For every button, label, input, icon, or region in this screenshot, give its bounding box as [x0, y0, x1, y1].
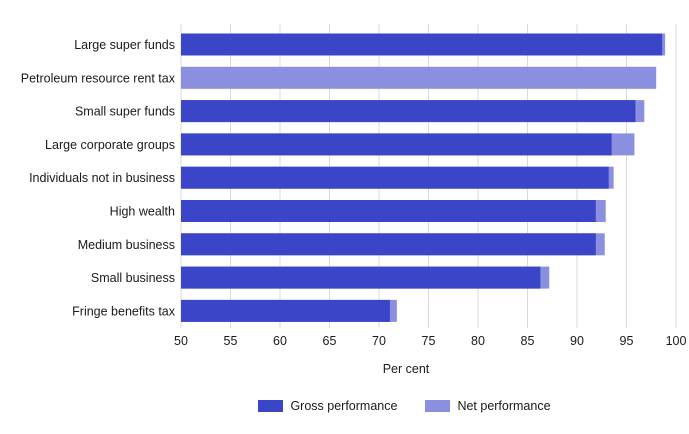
bar-gross-performance — [181, 266, 541, 289]
x-tick-label: 65 — [323, 334, 337, 348]
category-label: Medium business — [78, 238, 175, 252]
x-tick-label: 90 — [570, 334, 584, 348]
category-label: Fringe benefits tax — [72, 304, 176, 318]
legend-label-net: Net performance — [457, 399, 551, 413]
bar-gross-performance — [181, 100, 636, 123]
legend-label-gross: Gross performance — [290, 399, 398, 413]
x-tick-label: 75 — [422, 334, 436, 348]
x-tick-label: 70 — [372, 334, 386, 348]
legend-swatch-gross — [258, 400, 284, 412]
category-label: Small business — [91, 271, 175, 285]
legend-item-net: Net performance — [425, 399, 551, 413]
x-tick-label: 60 — [273, 334, 287, 348]
category-label: Small super funds — [75, 105, 175, 119]
x-tick-label: 55 — [224, 334, 238, 348]
legend-swatch-net — [425, 400, 451, 412]
category-label: Individuals not in business — [29, 171, 175, 185]
bar-gross-performance — [181, 233, 596, 256]
x-tick-label: 85 — [521, 334, 535, 348]
category-label: Large super funds — [74, 38, 175, 52]
category-labels: Large super funds Petroleum resource rent… — [21, 38, 176, 318]
bar-gross-performance — [181, 200, 596, 222]
x-tick-label: 50 — [174, 334, 188, 348]
x-tick-label: 100 — [666, 334, 687, 348]
bar-gross-performance — [181, 299, 390, 322]
bar-gross-performance — [181, 33, 663, 56]
x-axis-title: Per cent — [383, 362, 430, 376]
legend-item-gross: Gross performance — [258, 399, 397, 413]
category-label: Petroleum resource rent tax — [21, 71, 176, 85]
legend: Gross performance Net performance — [0, 399, 689, 413]
bars — [181, 33, 666, 322]
x-tick-label: 80 — [471, 334, 485, 348]
bar-gross-performance — [181, 166, 609, 189]
category-label: High wealth — [110, 205, 175, 219]
x-tick-labels: 50 55 60 65 70 75 80 85 90 95 100 — [174, 334, 686, 348]
bar-gross-performance — [181, 133, 612, 156]
category-label: Large corporate groups — [45, 138, 175, 152]
x-tick-label: 95 — [620, 334, 634, 348]
bar-net-performance — [181, 66, 657, 89]
